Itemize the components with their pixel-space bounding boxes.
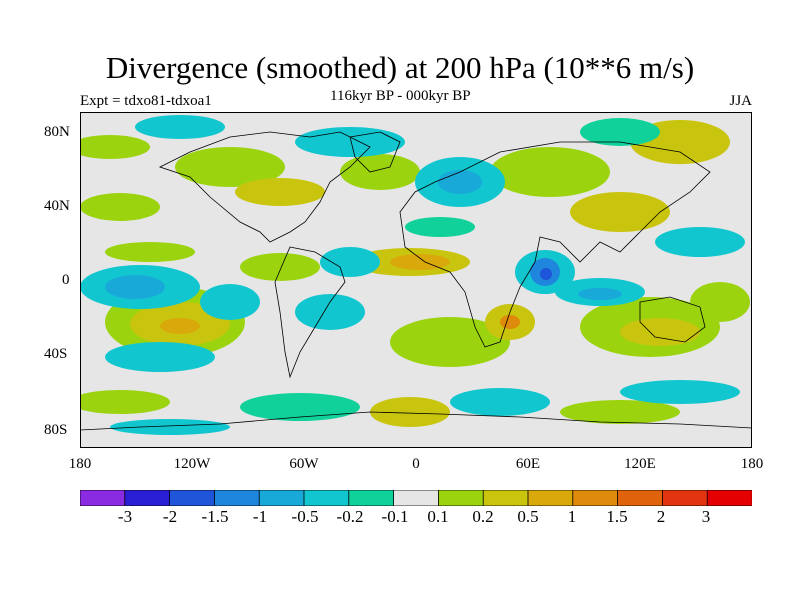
colorbar-label-neg3: -3 [117, 507, 133, 526]
colorbar-label-3: 3 [701, 507, 711, 526]
colorbar-label-neg0-2: -0.2 [336, 507, 364, 526]
colorbar-label-0-5: 0.5 [517, 507, 539, 526]
colorbar-label-neg1: -1 [252, 507, 268, 526]
australia-outline [639, 296, 706, 343]
negative-divergence-areas [80, 115, 745, 435]
lon-label-180e: 180 [740, 456, 764, 472]
colorbar-label-1-5: 1.5 [606, 507, 628, 526]
lat-label-40n: 40N [44, 198, 70, 214]
colorbar-label-neg1-5: -1.5 [201, 507, 229, 526]
colorbar-swatch [527, 490, 574, 506]
lat-label-40s: 40S [44, 346, 68, 362]
colorbar [80, 490, 752, 506]
colorbar-swatch [80, 490, 126, 506]
lon-label-120e: 120E [624, 456, 656, 472]
lat-label-80s: 80S [44, 422, 68, 438]
colorbar-swatch [482, 490, 529, 506]
colorbar-label-1: 1 [567, 507, 577, 526]
lon-label-0: 0 [412, 456, 420, 472]
season-label: JJA [729, 93, 752, 109]
antarctica-outline [80, 411, 752, 431]
coastlines [80, 131, 752, 431]
plot-title: Divergence (smoothed) at 200 hPa (10**6 … [105, 50, 695, 85]
colorbar-swatch [662, 490, 708, 506]
north-america-outline [158, 131, 371, 243]
colorbar-swatch [124, 490, 171, 506]
colorbar-swatch [706, 490, 752, 506]
lat-label-0: 0 [62, 272, 70, 288]
lon-label-60w: 60W [289, 456, 319, 472]
colorbar-swatch [617, 490, 664, 506]
lon-label-120w: 120W [173, 456, 211, 472]
south-america-outline [274, 246, 346, 379]
divergence-map [80, 112, 752, 448]
colorbar-swatch [348, 490, 395, 506]
colorbar-swatch [572, 490, 619, 506]
colorbar-label-0-2: 0.2 [472, 507, 494, 526]
colorbar-swatch [213, 490, 260, 506]
colorbar-label-0-1: 0.1 [427, 507, 449, 526]
greenland-outline [349, 131, 401, 173]
colorbar-swatch [437, 490, 484, 506]
positive-divergence-areas [80, 120, 750, 427]
colorbar-swatch [303, 490, 350, 506]
lon-label-60e: 60E [515, 456, 541, 472]
lon-label-180w: 180 [68, 456, 92, 472]
colorbar-label-neg0-1: -0.1 [381, 507, 409, 526]
experiment-label: Expt = tdxo81-tdxoa1 [80, 93, 212, 109]
colorbar-swatch [393, 490, 440, 506]
colorbar-swatch [169, 490, 216, 506]
colorbar-label-2: 2 [656, 507, 666, 526]
colorbar-swatch [258, 490, 305, 506]
africa-eurasia-outline [399, 141, 711, 348]
plot-subtitle: 116kyr BP - 000kyr BP [330, 88, 471, 104]
colorbar-label-neg0-5: -0.5 [291, 507, 319, 526]
lat-label-80n: 80N [44, 124, 70, 140]
colorbar-label-neg2: -2 [162, 507, 178, 526]
